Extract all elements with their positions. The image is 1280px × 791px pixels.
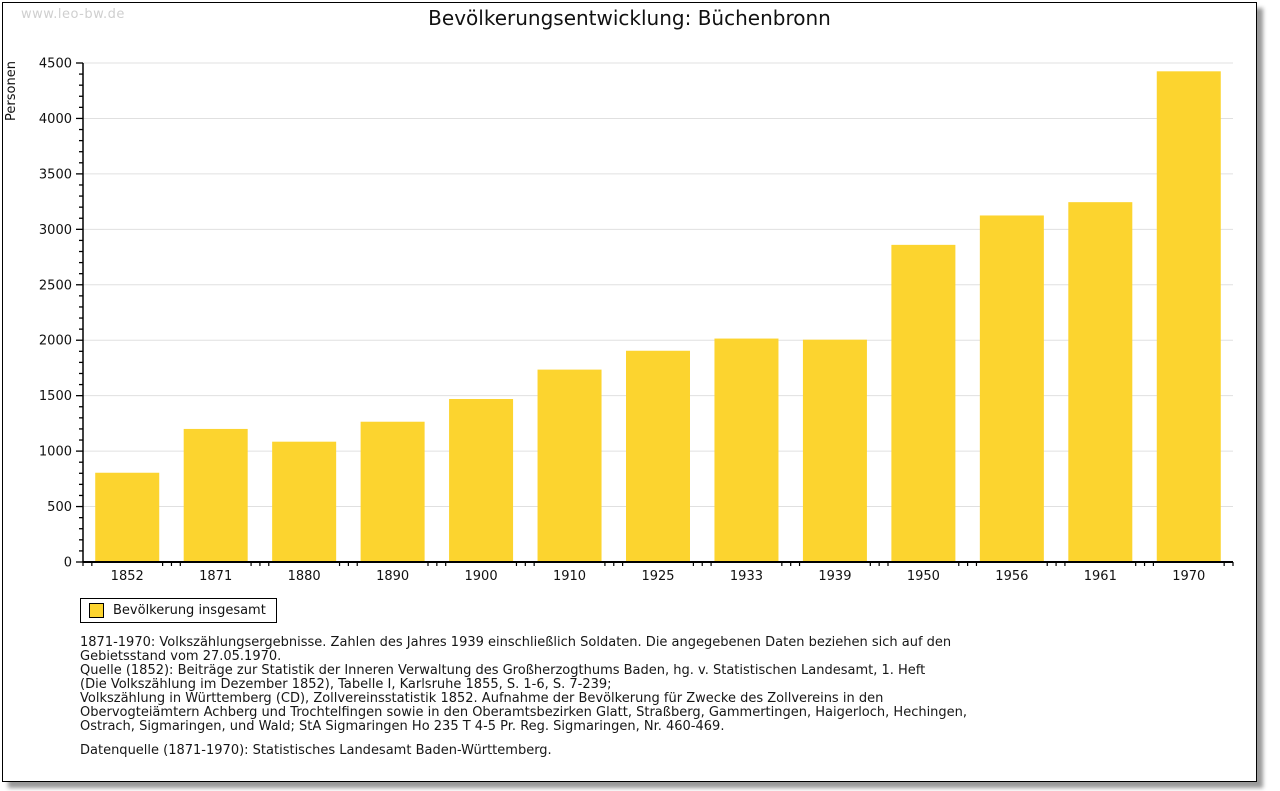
y-tick-label: 500: [47, 500, 72, 515]
bar: [1068, 202, 1133, 562]
footnote-lines: 1871-1970: Volkszählungsergebnisse. Zahl…: [80, 636, 967, 734]
x-tick-label: 1970: [1172, 569, 1205, 584]
bar: [891, 244, 956, 562]
x-tick-label: 1852: [111, 569, 144, 584]
footnote-line: Volkszählung in Württemberg (CD), Zollve…: [80, 691, 884, 706]
bar: [1156, 71, 1221, 563]
y-tick-label: 4000: [39, 112, 72, 127]
legend-swatch: [89, 603, 104, 618]
x-tick-label: 1925: [641, 569, 674, 584]
y-tick-label: 2500: [39, 278, 72, 293]
x-tick-label: 1950: [907, 569, 940, 584]
bar: [449, 398, 514, 562]
y-tick-label: 3500: [39, 167, 72, 182]
bar: [272, 441, 337, 562]
bar: [714, 338, 779, 562]
x-tick-label: 1939: [818, 569, 851, 584]
y-tick-label: 2000: [39, 334, 72, 349]
bar: [537, 369, 602, 562]
x-tick-label: 1900: [465, 569, 498, 584]
bar: [360, 421, 425, 562]
footnote-line: Quelle (1852): Beiträge zur Statistik de…: [80, 663, 926, 678]
y-tick-label: 1000: [39, 445, 72, 460]
footnote-line: (Die Volkszählung im Dezember 1852), Tab…: [80, 677, 612, 692]
chart-page: www.leo-bw.de Bevölkerungsentwicklung: B…: [2, 2, 1257, 782]
x-tick-label: 1956: [995, 569, 1028, 584]
chart-title: Bevölkerungsentwicklung: Büchenbronn: [428, 6, 831, 30]
y-tick-label: 0: [64, 556, 72, 571]
x-tick-label: 1871: [199, 569, 232, 584]
x-tick-label: 1880: [288, 569, 321, 584]
bar: [183, 428, 248, 562]
watermark: www.leo-bw.de: [21, 7, 125, 22]
x-tick-label: 1961: [1084, 569, 1117, 584]
footnote-line: Obervogteiämtern Achberg und Trochtelfin…: [80, 705, 968, 720]
bar: [979, 215, 1044, 562]
footnote-line: Ostrach, Sigmaringen, und Wald; StA Sigm…: [80, 719, 725, 734]
legend-label: Bevölkerung insgesamt: [113, 603, 266, 618]
legend: Bevölkerung insgesamt: [80, 598, 277, 623]
footnotes: 1871-1970: Volkszählungsergebnisse. Zahl…: [80, 636, 967, 758]
y-axis-label: Personen: [4, 61, 19, 121]
y-tick-label: 3000: [39, 223, 72, 238]
x-tick-label: 1910: [553, 569, 586, 584]
footnote-line: 1871-1970: Volkszählungsergebnisse. Zahl…: [80, 635, 952, 650]
footnote-line: Gebietsstand vom 27.05.1970.: [80, 649, 282, 664]
bar: [802, 339, 867, 562]
bar-chart: 0 500 1000 1500 2000 2500 3000 3500 4000 4500 1852…: [4, 57, 1234, 584]
x-tick-label: 1890: [376, 569, 409, 584]
bar: [95, 472, 160, 562]
y-tick-label: 4500: [39, 57, 72, 72]
datasource-line: Datenquelle (1871-1970): Statistisches L…: [80, 743, 552, 758]
y-tick-label: 1500: [39, 389, 72, 404]
x-tick-label: 1933: [730, 569, 763, 584]
bar: [626, 350, 690, 562]
